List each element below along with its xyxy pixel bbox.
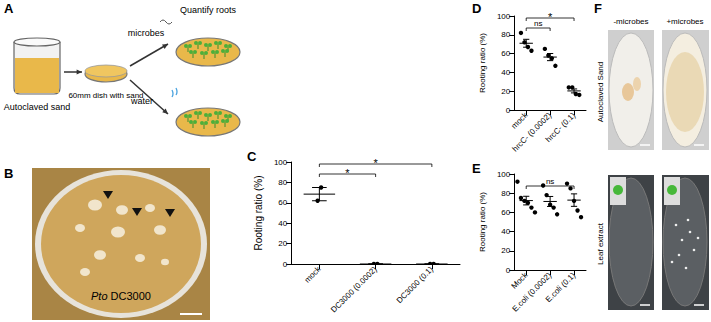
svg-text:Quantify roots: Quantify roots	[180, 5, 237, 15]
svg-text:DC3000 (0.1): DC3000 (0.1)	[395, 265, 435, 305]
svg-text:*: *	[345, 167, 350, 179]
svg-text:ns: ns	[534, 19, 542, 28]
svg-text:0: 0	[283, 260, 288, 269]
svg-text:80: 80	[501, 189, 510, 198]
svg-text:40: 40	[501, 68, 510, 77]
svg-text:Mock: Mock	[510, 271, 530, 291]
svg-text:40: 40	[278, 219, 287, 228]
svg-text:0: 0	[506, 106, 511, 115]
svg-text:Rooting ratio (%): Rooting ratio (%)	[253, 175, 264, 250]
svg-text:C: C	[247, 149, 257, 164]
svg-text:microbes: microbes	[128, 28, 165, 38]
svg-text:A: A	[4, 1, 14, 16]
svg-text:100: 100	[497, 170, 511, 179]
svg-text:+microbes: +microbes	[666, 17, 703, 26]
svg-text:80: 80	[501, 30, 510, 39]
svg-text:20: 20	[501, 87, 510, 96]
svg-text:Rooting ratio (%): Rooting ratio (%)	[478, 33, 487, 93]
svg-text:80: 80	[278, 178, 287, 187]
svg-text:ns: ns	[546, 177, 554, 186]
svg-text:water: water	[130, 96, 153, 106]
svg-text:*: *	[548, 11, 553, 23]
svg-text:Autoclaved sand: Autoclaved sand	[4, 102, 71, 112]
svg-text:hrcC- (0.0002): hrcC- (0.0002)	[511, 111, 554, 154]
svg-text:Pto DC3000: Pto DC3000	[91, 290, 151, 302]
svg-text:100: 100	[497, 12, 511, 21]
svg-text:60mm dish with sand: 60mm dish with sand	[68, 91, 144, 100]
svg-text:B: B	[4, 166, 13, 181]
svg-text:mock: mock	[510, 111, 530, 131]
svg-text:20: 20	[501, 246, 510, 255]
svg-text:mock: mock	[303, 265, 323, 285]
svg-text:Leaf extract: Leaf extract	[596, 222, 605, 265]
svg-text:40: 40	[501, 227, 510, 236]
svg-text:60: 60	[501, 49, 510, 58]
svg-text:hrcC- (0.1): hrcC- (0.1)	[544, 111, 578, 145]
svg-text:E.coli (0.1): E.coli (0.1)	[544, 271, 578, 305]
svg-text:DC3000 (0.0002): DC3000 (0.0002)	[329, 265, 379, 315]
svg-text:E.coli (0.0002): E.coli (0.0002)	[511, 271, 554, 314]
svg-text:D: D	[472, 1, 481, 16]
svg-text:Rooting ratio (%): Rooting ratio (%)	[478, 192, 487, 252]
svg-text:E: E	[472, 161, 481, 176]
svg-text:60: 60	[278, 198, 287, 207]
svg-text:*: *	[373, 157, 378, 169]
svg-text:60: 60	[501, 208, 510, 217]
svg-text:100: 100	[274, 158, 288, 167]
svg-text:F: F	[594, 1, 602, 16]
svg-text:-microbes: -microbes	[613, 17, 648, 26]
svg-text:0: 0	[506, 266, 511, 275]
svg-text:Autoclaved Sand: Autoclaved Sand	[596, 62, 605, 123]
svg-text:20: 20	[278, 239, 287, 248]
